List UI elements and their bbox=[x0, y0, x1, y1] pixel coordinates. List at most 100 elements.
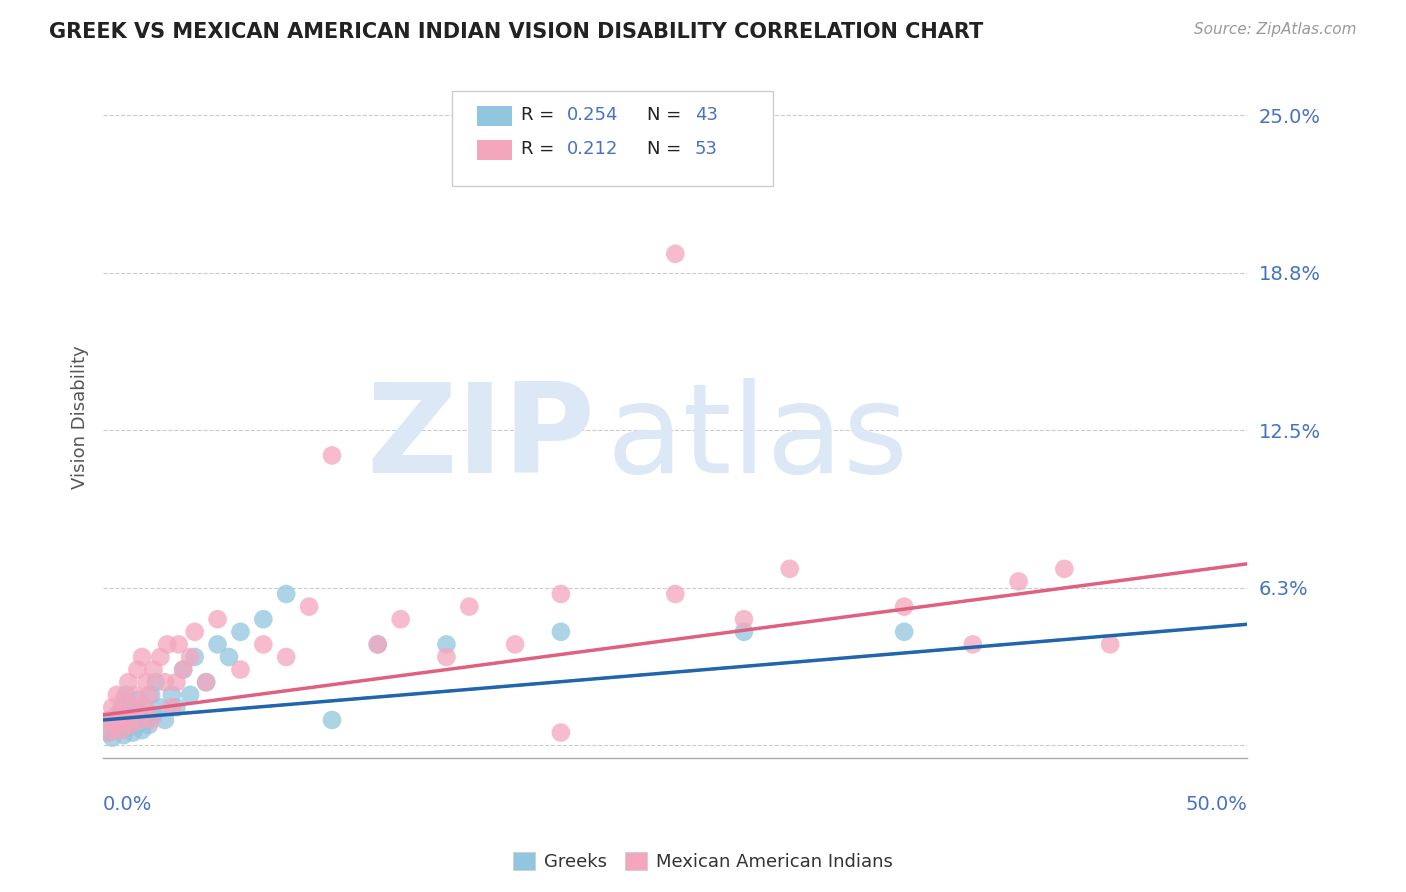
Point bbox=[135, 713, 157, 727]
Point bbox=[105, 688, 128, 702]
Text: 0.0%: 0.0% bbox=[103, 795, 152, 814]
Point bbox=[962, 637, 984, 651]
Point bbox=[142, 663, 165, 677]
Point bbox=[165, 675, 187, 690]
Point bbox=[550, 624, 572, 639]
Point bbox=[276, 587, 298, 601]
Point bbox=[1099, 637, 1122, 651]
Point bbox=[207, 612, 229, 626]
Point bbox=[183, 624, 205, 639]
Point bbox=[367, 637, 389, 651]
Point bbox=[112, 693, 135, 707]
Point bbox=[207, 637, 229, 651]
Point bbox=[98, 713, 121, 727]
Point bbox=[436, 650, 458, 665]
Point bbox=[97, 725, 120, 739]
Point bbox=[179, 650, 201, 665]
Point bbox=[179, 688, 201, 702]
Point bbox=[183, 650, 205, 665]
Point bbox=[117, 675, 139, 690]
Point bbox=[367, 637, 389, 651]
Point bbox=[321, 449, 343, 463]
Point bbox=[503, 637, 526, 651]
Text: N =: N = bbox=[647, 140, 686, 158]
Point bbox=[172, 663, 194, 677]
Point bbox=[156, 637, 179, 651]
Point bbox=[141, 688, 163, 702]
Point bbox=[98, 725, 121, 739]
Point bbox=[550, 725, 572, 739]
Point bbox=[779, 562, 801, 576]
FancyBboxPatch shape bbox=[477, 106, 512, 127]
Point bbox=[142, 708, 165, 723]
Point bbox=[112, 728, 135, 742]
Point bbox=[131, 650, 153, 665]
Point bbox=[893, 599, 915, 614]
Text: 50.0%: 50.0% bbox=[1185, 795, 1247, 814]
Point bbox=[127, 693, 149, 707]
FancyBboxPatch shape bbox=[477, 140, 512, 161]
Point bbox=[195, 675, 218, 690]
Point bbox=[108, 723, 131, 737]
Point bbox=[321, 713, 343, 727]
Point bbox=[153, 713, 176, 727]
Legend: Greeks, Mexican American Indians: Greeks, Mexican American Indians bbox=[506, 845, 900, 879]
Point bbox=[138, 688, 160, 702]
Point bbox=[167, 637, 190, 651]
Point bbox=[122, 700, 145, 714]
Point bbox=[128, 713, 150, 727]
Point bbox=[436, 637, 458, 651]
Point bbox=[115, 688, 138, 702]
Point bbox=[128, 713, 150, 727]
Point bbox=[733, 612, 755, 626]
Point bbox=[108, 708, 131, 723]
FancyBboxPatch shape bbox=[453, 91, 772, 186]
Text: Source: ZipAtlas.com: Source: ZipAtlas.com bbox=[1194, 22, 1357, 37]
Text: 43: 43 bbox=[695, 106, 717, 124]
Point bbox=[229, 624, 252, 639]
Point bbox=[134, 700, 156, 714]
Point bbox=[103, 718, 125, 732]
Point bbox=[120, 718, 142, 732]
Point bbox=[160, 700, 183, 714]
Point bbox=[115, 713, 138, 727]
Point bbox=[1007, 574, 1029, 589]
Point bbox=[101, 731, 124, 745]
Point bbox=[122, 725, 145, 739]
Point bbox=[124, 708, 146, 723]
Point bbox=[103, 718, 125, 732]
Point bbox=[124, 688, 146, 702]
Point bbox=[195, 675, 218, 690]
Point bbox=[105, 708, 128, 723]
Point bbox=[127, 663, 149, 677]
Y-axis label: Vision Disability: Vision Disability bbox=[72, 346, 89, 490]
Text: R =: R = bbox=[520, 106, 560, 124]
Point bbox=[135, 675, 157, 690]
Point bbox=[229, 663, 252, 677]
Text: N =: N = bbox=[647, 106, 686, 124]
Point bbox=[458, 599, 481, 614]
Point bbox=[664, 247, 686, 261]
Point bbox=[117, 721, 139, 735]
Point bbox=[101, 700, 124, 714]
Point bbox=[733, 624, 755, 639]
Text: ZIP: ZIP bbox=[367, 377, 595, 499]
Point bbox=[389, 612, 412, 626]
Point bbox=[276, 650, 298, 665]
Point bbox=[115, 713, 138, 727]
Point bbox=[664, 587, 686, 601]
Point bbox=[550, 587, 572, 601]
Point bbox=[149, 650, 172, 665]
Point bbox=[110, 700, 132, 714]
Point bbox=[153, 675, 176, 690]
Point bbox=[1053, 562, 1076, 576]
Point bbox=[120, 700, 142, 714]
Point bbox=[145, 675, 167, 690]
Point bbox=[138, 718, 160, 732]
Point bbox=[131, 723, 153, 737]
Point bbox=[110, 723, 132, 737]
Point bbox=[160, 688, 183, 702]
Point bbox=[172, 663, 194, 677]
Point bbox=[893, 624, 915, 639]
Point bbox=[218, 650, 240, 665]
